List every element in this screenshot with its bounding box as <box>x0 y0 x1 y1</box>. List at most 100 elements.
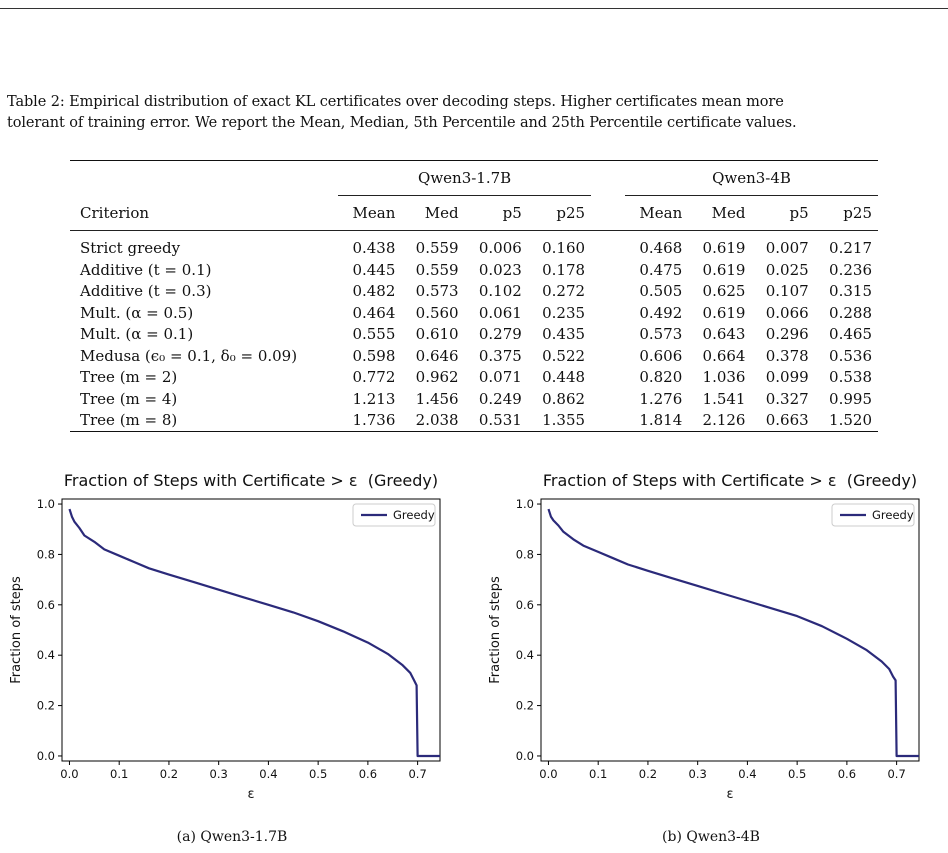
col-header-mean: Mean <box>338 195 402 231</box>
table-cell: 0.236 <box>829 260 872 279</box>
row-label: Mult. (α = 0.5) <box>80 303 194 322</box>
table-cell: 0.559 <box>415 260 459 279</box>
x-tick-label: 0.4 <box>259 767 277 781</box>
table-cell: 0.619 <box>702 260 746 279</box>
table-cell: 1.814 <box>625 409 689 432</box>
table-cell: 1.276 <box>639 389 683 408</box>
x-tick-label: 0.0 <box>60 767 78 781</box>
table-cell: 0.482 <box>352 282 396 301</box>
table-cell: 0.610 <box>415 325 459 344</box>
table-cell: 0.315 <box>829 282 872 301</box>
table-row: Tree (m = 2) 0.772 0.962 0.071 0.448 0.820 1.0… <box>70 367 878 389</box>
row-label: Medusa (ϵ₀ = 0.1, δ₀ = 0.09) <box>80 346 298 365</box>
table-cell: 0.288 <box>829 303 872 322</box>
table-cell: 0.560 <box>415 303 459 322</box>
table-group-header: Qwen3-1.7B Qwen3-4B <box>70 160 878 196</box>
table-cell: 1.213 <box>352 389 396 408</box>
col-header-p25: p25 <box>527 195 592 231</box>
table-cell: 1.736 <box>338 409 402 432</box>
table-cell: 0.538 <box>829 368 872 387</box>
legend-label: Greedy <box>872 508 914 522</box>
legend-label: Greedy <box>393 508 435 522</box>
col-header-med: Med <box>688 195 752 231</box>
table-cell: 0.555 <box>352 325 396 344</box>
table-cell: 0.606 <box>639 346 683 365</box>
table-row: Tree (m = 4) 1.213 1.456 0.249 0.862 1.276 1.5… <box>70 388 878 410</box>
x-axis-label: ε <box>247 787 254 802</box>
x-tick-label: 0.1 <box>589 767 607 781</box>
table-row: Mult. (α = 0.5) 0.464 0.560 0.061 0.235 0.492… <box>70 302 878 324</box>
table-cell: 0.217 <box>829 239 872 257</box>
y-axis-label: Fraction of steps <box>488 576 503 684</box>
table-cell: 0.066 <box>765 303 809 322</box>
table-caption: Table 2: Empirical distribution of exact… <box>7 92 947 134</box>
table-body: Strict greedy 0.438 0.559 0.006 0.160 0.468 0.… <box>70 231 878 432</box>
table-cell: 0.375 <box>478 346 522 365</box>
table-cell: 0.663 <box>751 409 815 432</box>
table-cell: 2.038 <box>401 409 465 432</box>
table-cell: 0.327 <box>765 389 809 408</box>
caption-line-1: Table 2: Empirical distribution of exact… <box>7 94 784 110</box>
caption-line-2: tolerant of training error. We report th… <box>7 115 797 131</box>
table-cell: 0.445 <box>352 260 396 279</box>
x-tick-label: 0.2 <box>160 767 178 781</box>
group-header-qwen3-1-7b: Qwen3-1.7B <box>338 160 592 196</box>
table-row: Additive (t = 0.1) 0.445 0.559 0.023 0.178 0.… <box>70 259 878 281</box>
x-tick-label: 0.1 <box>110 767 128 781</box>
y-tick-label: 0.4 <box>37 648 55 662</box>
results-table: Qwen3-1.7B Qwen3-4B Criterion Mean Med p… <box>70 160 878 432</box>
x-axis-label: ε <box>726 787 733 802</box>
criterion-header: Criterion <box>70 195 339 231</box>
col-header-p5: p5 <box>464 195 528 231</box>
table-cell: 0.625 <box>702 282 746 301</box>
table-cell: 0.178 <box>542 260 586 279</box>
y-tick-label: 0.8 <box>37 547 55 561</box>
row-label: Tree (m = 2) <box>80 368 178 387</box>
x-tick-label: 0.6 <box>359 767 377 781</box>
subcaption-a: (a) Qwen3-1.7B <box>176 829 288 845</box>
row-label: Mult. (α = 0.1) <box>80 325 194 344</box>
table-cell: 0.646 <box>415 346 459 365</box>
table-cell: 0.272 <box>542 282 586 301</box>
table-column-header: Criterion Mean Med p5 p25 Mean Med p5 p2… <box>70 195 878 231</box>
table-cell: 0.559 <box>415 239 459 257</box>
table-cell: 0.995 <box>829 389 872 408</box>
table-cell: 0.664 <box>702 346 746 365</box>
table-cell: 0.279 <box>478 325 522 344</box>
table-cell: 1.456 <box>415 389 459 408</box>
page-top-rule <box>0 8 948 9</box>
col-header-p5: p5 <box>751 195 815 231</box>
y-axis-label: Fraction of steps <box>9 576 24 684</box>
y-tick-label: 0.6 <box>37 598 55 612</box>
legend-box <box>352 503 436 527</box>
table-row: Tree (m = 8) 1.736 2.038 0.531 1.355 1.814 2.1… <box>70 409 878 432</box>
row-label: Additive (t = 0.3) <box>80 282 212 301</box>
table-cell: 1.520 <box>814 409 878 432</box>
table-cell: 0.102 <box>478 282 522 301</box>
table-cell: 1.355 <box>527 409 592 432</box>
table-cell: 0.099 <box>765 368 809 387</box>
x-tick-label: 0.5 <box>309 767 327 781</box>
table-cell: 0.296 <box>765 325 809 344</box>
x-tick-label: 0.3 <box>210 767 228 781</box>
y-tick-label: 0.4 <box>516 648 534 662</box>
table-cell: 0.061 <box>478 303 522 322</box>
col-header-p25: p25 <box>814 195 878 231</box>
table-cell: 0.448 <box>542 368 586 387</box>
x-tick-label: 0.7 <box>408 767 426 781</box>
table-cell: 0.772 <box>352 368 396 387</box>
x-tick-label: 0.2 <box>639 767 657 781</box>
table-cell: 0.573 <box>639 325 683 344</box>
table-cell: 0.006 <box>478 239 522 257</box>
table-cell: 1.036 <box>702 368 746 387</box>
x-tick-label: 0.0 <box>539 767 557 781</box>
y-tick-label: 0.8 <box>516 547 534 561</box>
table-cell: 0.643 <box>702 325 746 344</box>
table-row: Strict greedy 0.438 0.559 0.006 0.160 0.468 0.… <box>70 231 878 260</box>
table-cell: 0.468 <box>639 239 683 257</box>
table-cell: 0.492 <box>639 303 683 322</box>
table-cell: 0.619 <box>702 303 746 322</box>
chart-title: Fraction of Steps with Certificate > ε (… <box>64 471 438 490</box>
x-tick-label: 0.3 <box>689 767 707 781</box>
col-header-mean: Mean <box>625 195 689 231</box>
